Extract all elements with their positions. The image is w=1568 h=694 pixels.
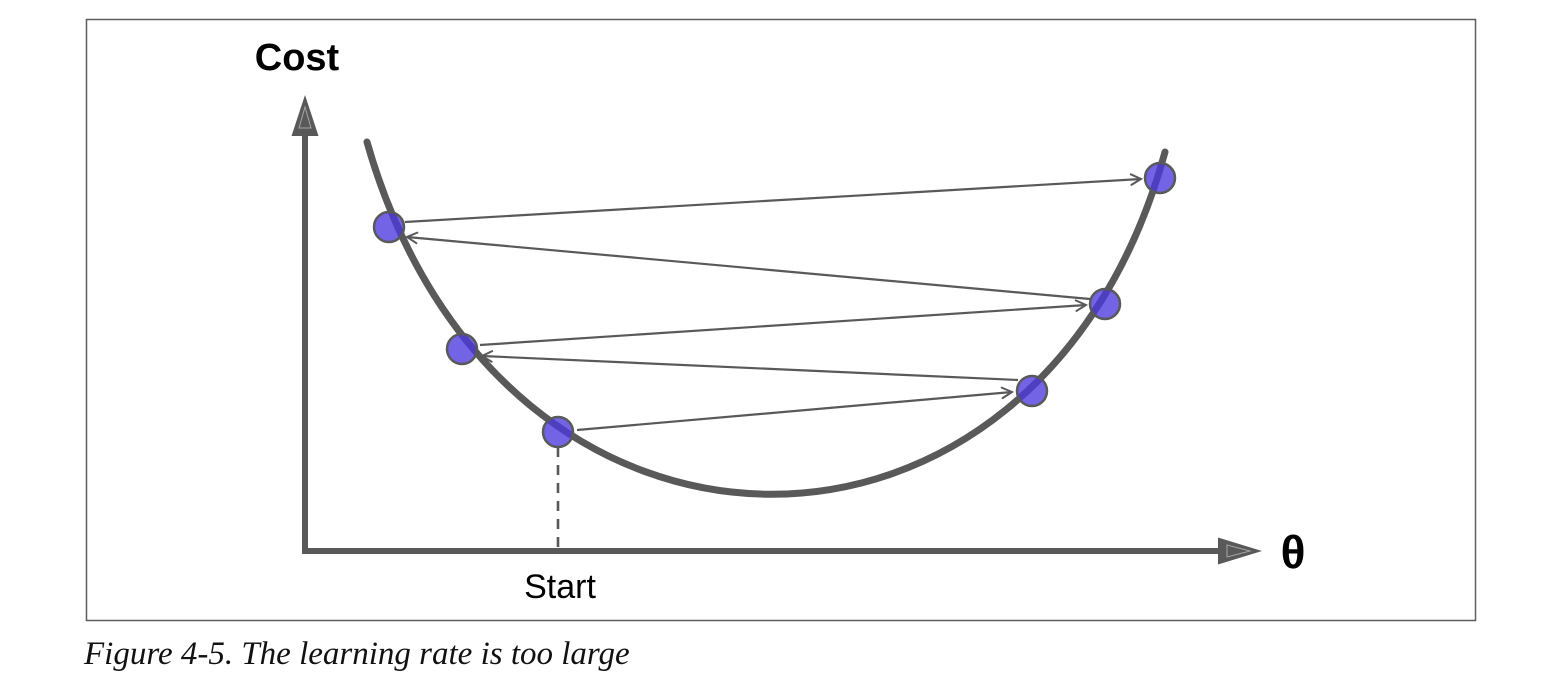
- figure-caption: Figure 4-5. The learning rate is too lar…: [84, 636, 630, 672]
- gradient-point-step-3: [1088, 287, 1122, 321]
- gradient-points: [372, 161, 1177, 449]
- gradient-point-step-1: [1015, 374, 1049, 408]
- theta-axis-label: θ: [1281, 526, 1306, 578]
- gradient-step-arrow-4: [407, 237, 1091, 301]
- start-label: Start: [524, 568, 596, 606]
- gradient-step-arrow-5: [404, 179, 1141, 224]
- figure-frame: [85, 18, 1477, 622]
- gradient-step-arrow-2: [482, 356, 1019, 382]
- cost-axis-label: Cost: [255, 37, 340, 79]
- x-axis-arrowhead-inner: [1226, 544, 1252, 558]
- x-axis-arrowhead-icon: [1218, 537, 1262, 565]
- cost-curve: [363, 138, 1169, 498]
- gradient-step-arrow-1: [576, 392, 1012, 432]
- gradient-point-step-5: [1143, 161, 1177, 195]
- gradient-point-start: [541, 415, 575, 449]
- gradient-point-step-4: [372, 210, 406, 244]
- y-axis-arrowhead-icon: [291, 95, 319, 136]
- y-axis-arrowhead-inner: [298, 105, 312, 129]
- gradient-arrows: [404, 179, 1141, 432]
- gradient-step-arrow-3: [479, 305, 1086, 347]
- gradient-point-step-2: [445, 332, 479, 366]
